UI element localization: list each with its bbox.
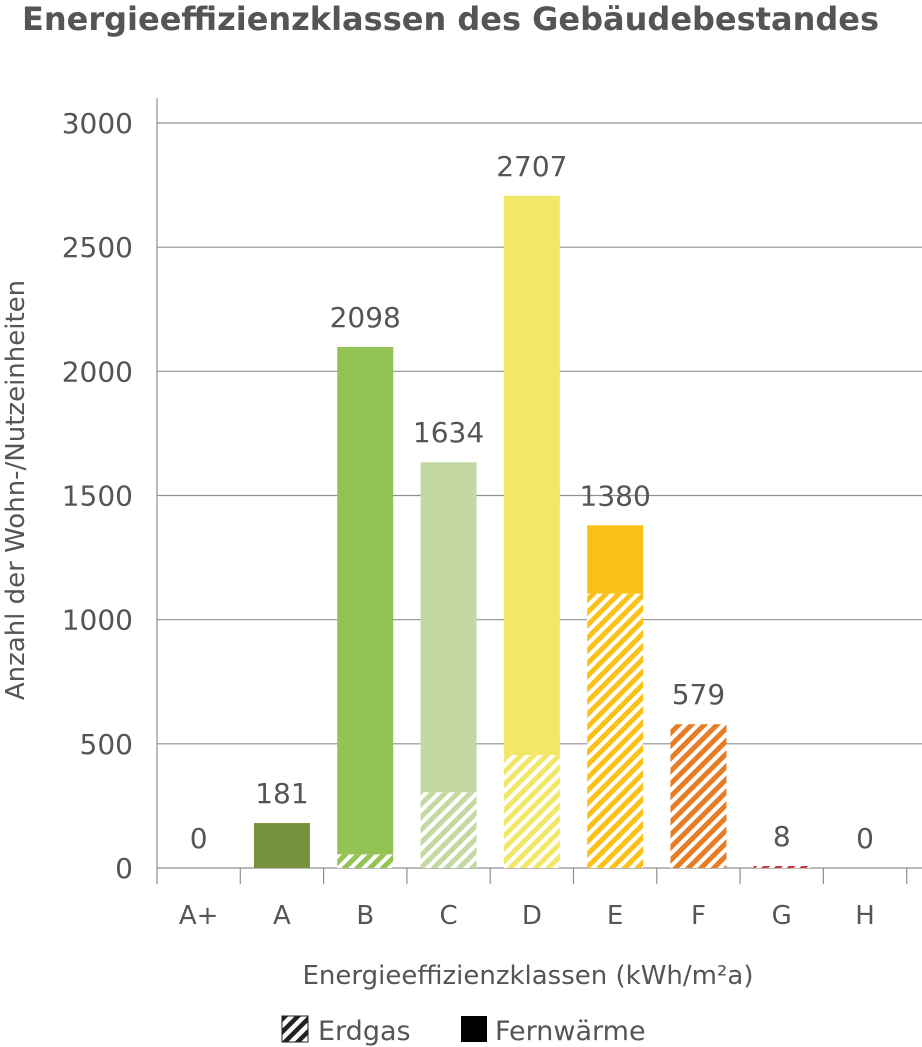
category-label-C: C (439, 901, 457, 931)
value-label-E: 1380 (580, 479, 651, 512)
value-label-B: 2098 (330, 301, 401, 334)
bar-erdgas-C (420, 792, 477, 868)
bar-fernwaerme-B (337, 346, 394, 855)
legend-label-fernwaerme: Fernwärme (495, 1016, 646, 1047)
bar-erdgas-F (670, 724, 727, 868)
value-label-C: 1634 (413, 416, 484, 449)
category-label-A: A (273, 901, 291, 931)
bar-fernwaerme-D (503, 195, 560, 756)
category-label-E: E (607, 901, 623, 931)
y-tick-label-1000: 1000 (62, 604, 133, 637)
category-label-B: B (356, 901, 374, 931)
x-category-labels: A+ A B C D E F G H (179, 901, 875, 931)
bars (253, 195, 810, 868)
y-tick-label-2000: 2000 (62, 355, 133, 388)
bar-erdgas-B (337, 854, 394, 868)
value-label-A: 181 (255, 777, 308, 810)
chart-title: Energieeffizienzklassen des Gebäudebesta… (22, 0, 879, 38)
legend-label-erdgas: Erdgas (318, 1016, 411, 1047)
value-label-G: 8 (773, 820, 791, 853)
y-tick-label-0: 0 (115, 852, 133, 885)
value-labels: 0 181 2098 1634 2707 1380 579 8 0 (190, 150, 874, 855)
value-label-D: 2707 (496, 150, 567, 183)
legend: Erdgas Fernwärme (281, 1015, 646, 1047)
y-tick-label-1500: 1500 (62, 480, 133, 513)
category-label-F: F (691, 901, 706, 931)
y-tick-label-2500: 2500 (62, 231, 133, 264)
bar-erdgas-G (753, 866, 810, 868)
y-tick-labels: 0 500 1000 1500 2000 2500 3000 (62, 107, 133, 885)
value-label-H: 0 (856, 822, 874, 855)
value-label-A+: 0 (190, 822, 208, 855)
y-axis-title: Anzahl der Wohn-/Nutzeinheiten (1, 280, 31, 700)
bar-erdgas-D (503, 755, 560, 868)
category-label-D: D (522, 901, 542, 931)
y-tick-label-3000: 3000 (62, 107, 133, 140)
bar-erdgas-E (587, 593, 644, 868)
category-label-H: H (855, 901, 875, 931)
y-tick-label-500: 500 (80, 728, 133, 761)
legend-swatch-erdgas (281, 1015, 309, 1043)
category-label-G: G (772, 901, 792, 931)
bar-fernwaerme-A (253, 823, 310, 868)
legend-swatch-fernwaerme (461, 1016, 487, 1042)
bar-fernwaerme-E (587, 525, 644, 594)
value-label-F: 579 (672, 678, 725, 711)
x-axis-title: Energieeffizienzklassen (kWh/m²a) (302, 961, 753, 991)
bar-fernwaerme-C (420, 462, 477, 793)
category-label-A+: A+ (179, 901, 219, 931)
